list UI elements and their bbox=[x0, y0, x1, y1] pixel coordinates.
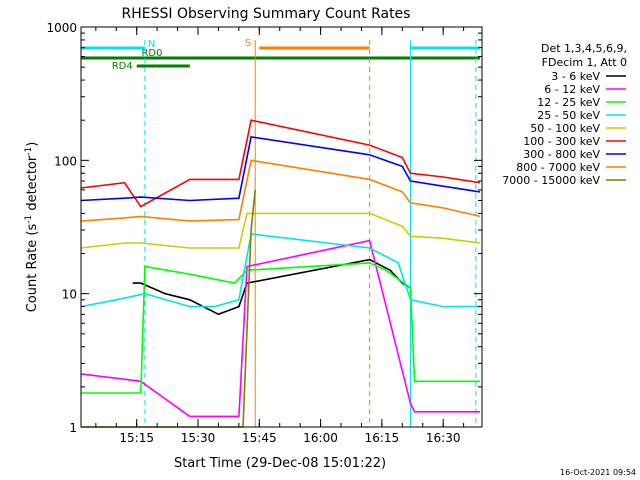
x-axis-label: Start Time (29-Dec-08 15:01:22) bbox=[174, 456, 386, 471]
flag-label: N bbox=[148, 39, 155, 50]
x-tick-label: 16:00 bbox=[303, 431, 338, 445]
legend-header-line-2: FDecim 1, Att 0 bbox=[542, 56, 627, 69]
legend-label: 6 - 12 keV bbox=[544, 83, 600, 96]
flag-label: RD0 bbox=[141, 48, 162, 59]
legend-label: 25 - 50 keV bbox=[537, 109, 600, 122]
y-tick-label: 1 bbox=[69, 421, 77, 435]
y-tick-label: 10 bbox=[62, 288, 77, 302]
y-tick-label: 100 bbox=[54, 154, 77, 168]
timestamp: 16-Oct-2021 09:54 bbox=[560, 468, 636, 477]
series-line bbox=[80, 119, 481, 208]
legend-label: 50 - 100 keV bbox=[530, 122, 600, 135]
flag-bars: N S RD0 RD4 bbox=[81, 38, 480, 72]
legend-label: 7000 - 15000 keV bbox=[502, 174, 600, 187]
series-line bbox=[80, 233, 480, 308]
flag-label: S bbox=[245, 38, 251, 49]
legend-label: 100 - 300 keV bbox=[523, 135, 600, 148]
series-line bbox=[80, 159, 481, 222]
x-tick-label: 15:30 bbox=[181, 431, 216, 445]
series-line bbox=[132, 258, 411, 316]
x-tick-label: 16:30 bbox=[426, 431, 461, 445]
series-line bbox=[80, 135, 481, 202]
series-line bbox=[80, 212, 481, 249]
x-tick-label: 15:45 bbox=[242, 431, 277, 445]
x-tick-label: 16:15 bbox=[365, 431, 400, 445]
legend: Det 1,3,4,5,6,9, FDecim 1, Att 0 3 - 6 k… bbox=[502, 42, 627, 187]
y-axis-ticks: 1 10 100 1000 bbox=[46, 21, 482, 435]
legend-label: 800 - 7000 keV bbox=[516, 161, 600, 174]
legend-label: 300 - 800 keV bbox=[523, 148, 600, 161]
legend-label: 12 - 25 keV bbox=[537, 96, 600, 109]
series-line bbox=[81, 262, 480, 394]
series-line bbox=[81, 189, 256, 428]
flag-label: RD4 bbox=[112, 61, 133, 72]
chart-title: RHESSI Observing Summary Count Rates bbox=[122, 6, 411, 22]
x-tick-label: 15:15 bbox=[119, 431, 154, 445]
y-tick-label: 1000 bbox=[46, 21, 77, 35]
y-axis-label: Count Rate (s-1 detector-1) bbox=[24, 142, 40, 313]
series-line bbox=[80, 239, 480, 418]
event-lines bbox=[144, 40, 477, 427]
x-axis-ticks: 15:15 15:30 15:45 16:00 16:15 16:30 bbox=[95, 27, 465, 445]
plot-frame bbox=[80, 26, 483, 428]
legend-label: 3 - 6 keV bbox=[551, 70, 600, 83]
series-lines bbox=[80, 119, 481, 428]
legend-header-line-1: Det 1,3,4,5,6,9, bbox=[541, 42, 627, 55]
